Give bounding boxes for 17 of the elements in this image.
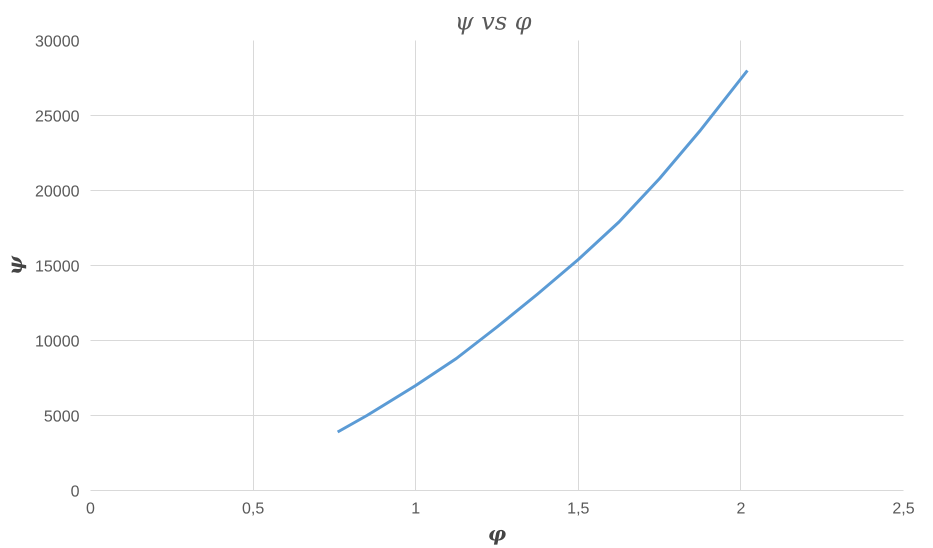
x-tick-label: 1,5 xyxy=(567,500,590,518)
y-axis-title: ψ xyxy=(3,254,28,275)
y-tick-label: 0 xyxy=(70,484,80,500)
y-tick-label: 15000 xyxy=(35,258,80,276)
x-tick-label: 0 xyxy=(86,500,96,518)
y-tick-label: 5000 xyxy=(44,408,80,426)
line-series xyxy=(336,69,749,434)
y-tick-label: 10000 xyxy=(35,334,80,350)
x-tick-label: 2 xyxy=(736,500,746,518)
y-tick-label: 30000 xyxy=(35,34,80,50)
x-axis-title: φ xyxy=(488,522,506,546)
x-tick-label: 1 xyxy=(411,500,420,518)
x-tick-label: 2,5 xyxy=(892,500,915,518)
y-tick-label: 25000 xyxy=(35,108,80,126)
chart-title: ψ vs φ xyxy=(454,8,532,36)
x-tick-label: 0,5 xyxy=(242,500,264,518)
y-tick-label: 20000 xyxy=(35,184,80,200)
